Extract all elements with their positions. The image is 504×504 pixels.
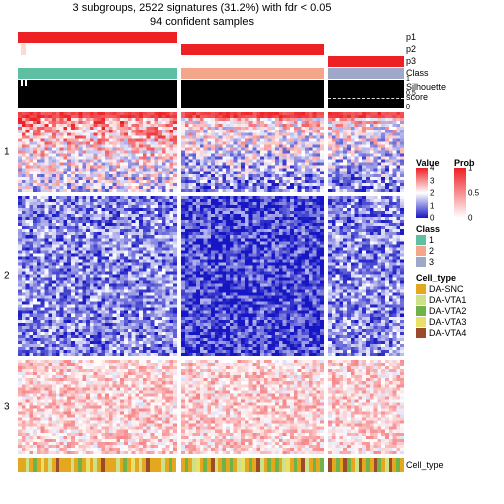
- legend-swatch: [416, 328, 426, 338]
- legend-title: Class: [416, 224, 502, 234]
- anno-band: [18, 32, 177, 43]
- heatmap-block: [328, 196, 404, 356]
- row-group-label: 3: [4, 401, 10, 412]
- anno-label: p3: [406, 56, 416, 66]
- silhouette-panel: [181, 80, 325, 108]
- legend-swatch: [416, 284, 426, 294]
- legend-item: DA-VTA3: [416, 317, 502, 327]
- legend-item: 3: [416, 257, 502, 267]
- heatmap-block: [181, 360, 325, 454]
- anno-band: [18, 44, 177, 55]
- heatmap-block: [18, 196, 177, 356]
- legend-item: 1: [416, 235, 502, 245]
- row-group-label: 1: [4, 146, 10, 157]
- legend-swatch: [416, 257, 426, 267]
- legend-gradient: [454, 168, 466, 218]
- legend-swatch: [416, 317, 426, 327]
- celltype-band: [18, 458, 177, 472]
- legend-item: DA-VTA1: [416, 295, 502, 305]
- legend-title: Cell_type: [416, 273, 502, 283]
- anno-band: [181, 56, 325, 67]
- heatmap-block: [328, 112, 404, 192]
- class-band: [18, 68, 177, 79]
- heatmap-block: [181, 112, 325, 192]
- anno-band: [328, 44, 404, 55]
- anno-band: [328, 56, 404, 67]
- figure-container: 3 subgroups, 2522 signatures (31.2%) wit…: [0, 0, 504, 504]
- legend-swatch: [416, 306, 426, 316]
- legend-swatch: [416, 295, 426, 305]
- celltype-band: [328, 458, 404, 472]
- legend-swatch: [416, 246, 426, 256]
- legend-item: DA-VTA4: [416, 328, 502, 338]
- legend-swatch: [416, 235, 426, 245]
- anno-band: [18, 56, 177, 67]
- heatmap-block: [328, 360, 404, 454]
- row-group-label: 2: [4, 270, 10, 281]
- anno-band: [181, 44, 325, 55]
- anno-band: [181, 32, 325, 43]
- anno-label: p1: [406, 32, 416, 42]
- legend-gradient: [416, 168, 428, 218]
- legend-item: DA-VTA2: [416, 306, 502, 316]
- silhouette-panel: [328, 80, 404, 108]
- anno-label: p2: [406, 44, 416, 54]
- title-line-2: 94 confident samples: [0, 16, 404, 28]
- celltype-band: [181, 458, 325, 472]
- legend-item: DA-SNC: [416, 284, 502, 294]
- title-line-1: 3 subgroups, 2522 signatures (31.2%) wit…: [0, 2, 404, 14]
- legend-area: Value43210Prob10.50Class123Cell_typeDA-S…: [416, 32, 502, 472]
- class-band: [181, 68, 325, 79]
- heatmap-block: [18, 360, 177, 454]
- heatmap-block: [181, 196, 325, 356]
- class-band: [328, 68, 404, 79]
- anno-band: [328, 32, 404, 43]
- main-plot-area: p1p2p3Class10.50Silhouettescore123Cell_t…: [18, 32, 404, 472]
- heatmap-block: [18, 112, 177, 192]
- legend-item: 2: [416, 246, 502, 256]
- silhouette-panel: [18, 80, 177, 108]
